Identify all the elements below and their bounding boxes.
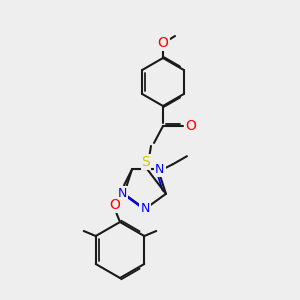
Text: O: O [158, 36, 168, 50]
Text: O: O [186, 119, 196, 133]
Text: N: N [140, 202, 150, 214]
Text: N: N [117, 187, 127, 200]
Text: N: N [155, 163, 165, 176]
Text: O: O [110, 198, 121, 212]
Text: S: S [142, 155, 150, 169]
